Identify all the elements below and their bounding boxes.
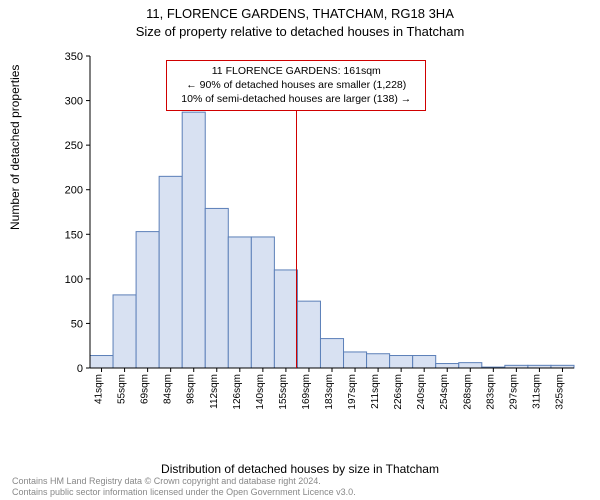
svg-text:200: 200 — [65, 185, 83, 197]
histogram-bar — [344, 352, 367, 368]
property-marker-line — [296, 108, 297, 368]
svg-text:250: 250 — [65, 140, 83, 152]
callout-line1: 11 FLORENCE GARDENS: 161sqm — [181, 64, 411, 78]
y-axis-label: Number of detached properties — [8, 65, 22, 230]
footer-line1: Contains HM Land Registry data © Crown c… — [12, 476, 321, 486]
histogram-bar — [436, 364, 459, 368]
svg-text:150: 150 — [65, 229, 83, 241]
address-title: 11, FLORENCE GARDENS, THATCHAM, RG18 3HA — [0, 6, 600, 21]
svg-text:197sqm: 197sqm — [347, 374, 358, 410]
svg-text:69sqm: 69sqm — [140, 374, 151, 404]
histogram-bar — [251, 237, 274, 368]
svg-text:283sqm: 283sqm — [485, 374, 496, 410]
svg-text:140sqm: 140sqm — [255, 374, 266, 410]
histogram-bar — [413, 356, 436, 368]
footer-attribution: Contains HM Land Registry data © Crown c… — [12, 476, 356, 499]
histogram-bar — [159, 176, 182, 368]
svg-text:311sqm: 311sqm — [531, 374, 542, 409]
histogram-bar — [228, 237, 251, 368]
footer-line2: Contains public sector information licen… — [12, 487, 356, 497]
histogram-bar — [136, 232, 159, 368]
svg-text:297sqm: 297sqm — [508, 374, 519, 410]
svg-text:0: 0 — [77, 363, 83, 375]
svg-text:84sqm: 84sqm — [163, 374, 174, 404]
callout-line2: ← 90% of detached houses are smaller (1,… — [181, 78, 411, 92]
histogram-bar — [182, 112, 205, 368]
svg-text:183sqm: 183sqm — [324, 374, 335, 410]
svg-text:100: 100 — [65, 274, 83, 286]
histogram-bar — [367, 354, 390, 368]
chart-container: 11, FLORENCE GARDENS, THATCHAM, RG18 3HA… — [0, 0, 600, 500]
callout-line3: 10% of semi-detached houses are larger (… — [181, 92, 411, 106]
histogram-bar — [297, 301, 320, 368]
svg-text:55sqm: 55sqm — [117, 374, 128, 404]
property-callout: 11 FLORENCE GARDENS: 161sqm ← 90% of det… — [166, 60, 426, 111]
histogram-bar — [113, 295, 136, 368]
histogram-bar — [390, 356, 413, 368]
svg-text:41sqm: 41sqm — [94, 374, 105, 404]
svg-text:155sqm: 155sqm — [278, 374, 289, 410]
svg-text:240sqm: 240sqm — [416, 374, 427, 410]
histogram-bar — [320, 339, 343, 368]
svg-text:300: 300 — [65, 96, 83, 108]
svg-text:226sqm: 226sqm — [393, 374, 404, 410]
svg-text:50: 50 — [71, 318, 83, 330]
svg-text:325sqm: 325sqm — [554, 374, 565, 410]
svg-text:98sqm: 98sqm — [186, 374, 197, 404]
histogram-bar — [90, 356, 113, 368]
histogram-bar — [205, 208, 228, 368]
svg-text:211sqm: 211sqm — [370, 374, 381, 409]
subtitle: Size of property relative to detached ho… — [0, 24, 600, 39]
svg-text:254sqm: 254sqm — [439, 374, 450, 410]
svg-text:169sqm: 169sqm — [301, 374, 312, 410]
svg-text:350: 350 — [65, 51, 83, 63]
svg-text:112sqm: 112sqm — [209, 374, 220, 409]
svg-text:126sqm: 126sqm — [232, 374, 243, 410]
histogram-bar — [274, 270, 297, 368]
svg-text:268sqm: 268sqm — [462, 374, 473, 410]
x-axis-label: Distribution of detached houses by size … — [0, 462, 600, 476]
histogram-bar — [459, 363, 482, 368]
